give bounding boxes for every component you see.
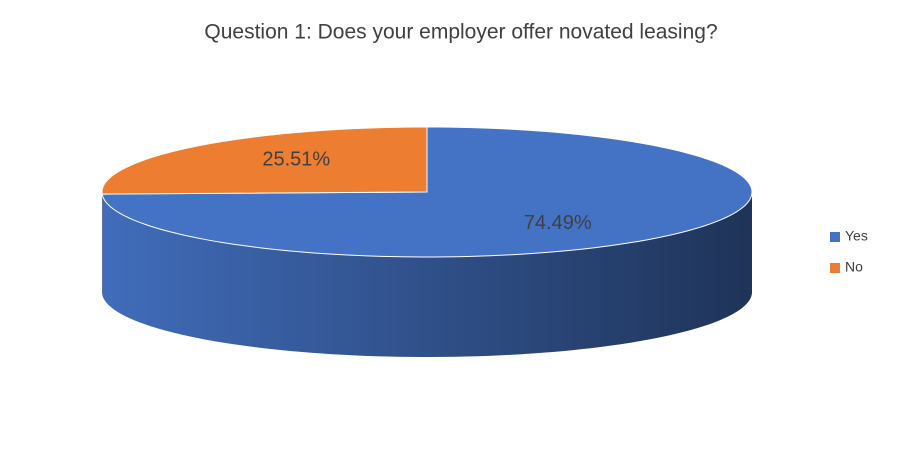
chart-title: Question 1: Does your employer offer nov… — [204, 21, 717, 44]
legend-swatch — [830, 232, 840, 242]
data-label: 25.51% — [262, 149, 330, 171]
legend-swatch — [830, 263, 840, 273]
legend-label: Yes — [845, 228, 868, 244]
data-label: 74.49% — [524, 212, 592, 234]
pie-slice — [101, 126, 428, 195]
legend-label: No — [845, 259, 863, 275]
pie-side-shade — [102, 192, 752, 357]
